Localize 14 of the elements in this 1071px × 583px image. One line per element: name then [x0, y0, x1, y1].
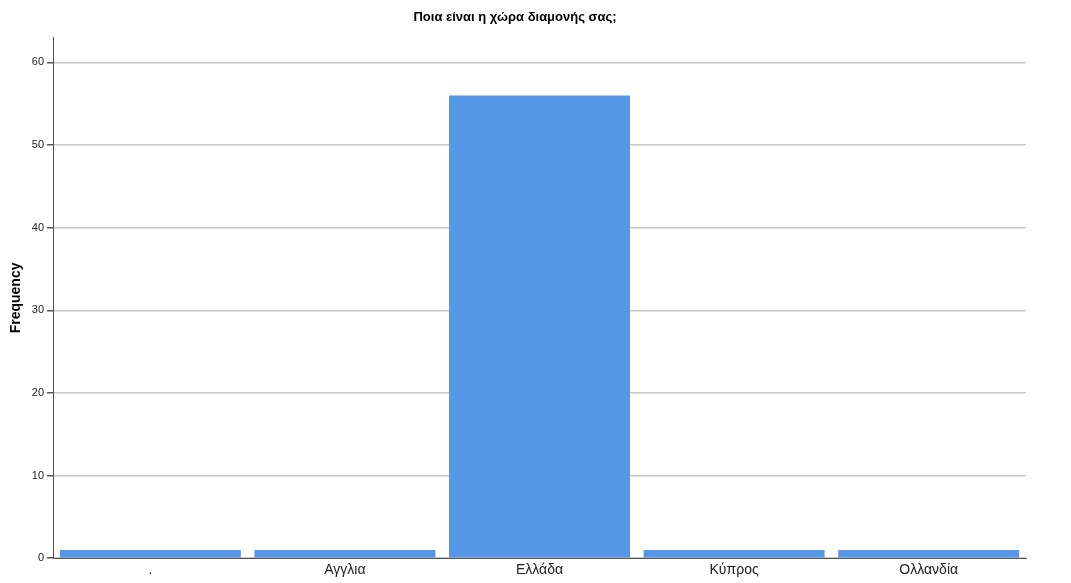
y-axis-title: Frequency	[7, 262, 24, 334]
y-tick-label: 10	[31, 468, 45, 481]
chart-title: Ποια είναι η χώρα διαμονής σας;	[413, 9, 617, 25]
y-tick-label: 50	[31, 138, 45, 151]
x-tick-label: Ελλάδα	[515, 561, 564, 578]
y-tick-label: 20	[31, 385, 45, 398]
x-tick-label: .	[148, 561, 153, 578]
y-tick-label: 60	[31, 55, 45, 68]
y-tick-label: 40	[31, 220, 45, 233]
x-tick-label: Ολλανδία	[899, 561, 959, 578]
y-tick-label: 30	[31, 303, 45, 316]
x-tick-label: Αγγλια	[324, 561, 366, 578]
y-tick-label: 0	[37, 551, 45, 564]
x-tick-label: Κύπρος	[709, 561, 759, 578]
